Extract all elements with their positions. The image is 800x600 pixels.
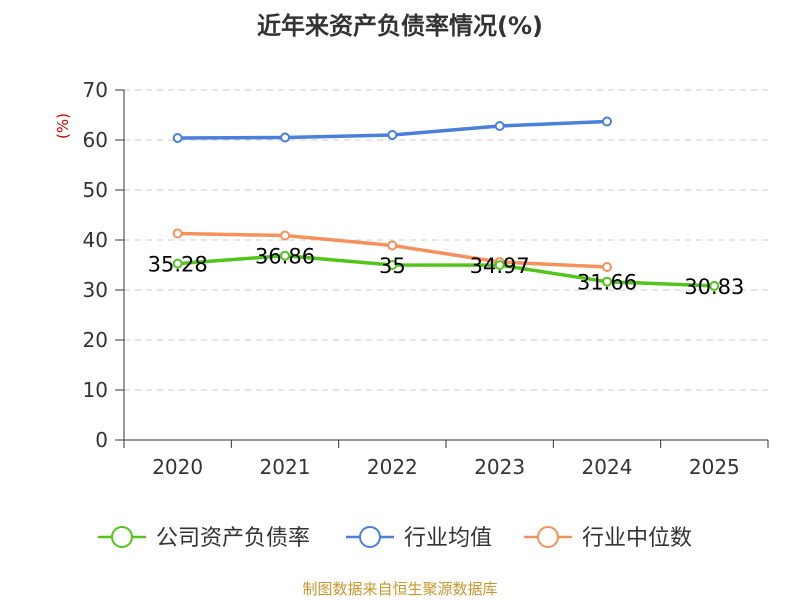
- legend-label: 公司资产负债率: [156, 526, 310, 551]
- data-label: 30.83: [684, 275, 744, 299]
- series-point: [602, 116, 612, 127]
- series-point: [280, 250, 290, 261]
- y-tick-label: 10: [83, 378, 108, 402]
- y-tick-label: 50: [83, 178, 108, 202]
- data-labels: 35.28 36.86 35 34.97 31.66 30.83: [148, 245, 745, 299]
- data-label: 35.28: [148, 253, 208, 277]
- y-tick-label: 0: [95, 428, 108, 452]
- series-point: [494, 260, 505, 271]
- series-point: [709, 280, 720, 291]
- series-point: [172, 228, 183, 239]
- x-tick-label: 2021: [260, 455, 311, 479]
- legend-label: 行业均值: [404, 526, 492, 551]
- series-layer: [172, 116, 720, 291]
- x-tick-label: 2022: [367, 455, 418, 479]
- chart-title: 近年来资产负债率情况(%): [257, 12, 543, 40]
- y-axis-label: (%): [54, 113, 72, 139]
- legend-marker: [537, 526, 559, 548]
- series-point: [387, 260, 398, 270]
- x-tick-label: 2023: [474, 455, 525, 479]
- y-tick-label: 60: [83, 128, 108, 152]
- series-point: [387, 130, 398, 140]
- series-point: [172, 133, 183, 143]
- series-point: [280, 230, 290, 241]
- data-label: 31.66: [577, 271, 637, 295]
- series-point: [280, 132, 290, 143]
- series-point: [172, 258, 183, 269]
- series-point: [387, 240, 398, 251]
- source-note: 制图数据来自恒生聚源数据库: [302, 580, 497, 598]
- y-tick-label: 70: [83, 78, 108, 102]
- series-point: [602, 262, 612, 272]
- y-tick-label: 30: [83, 278, 108, 302]
- series-point: [602, 276, 612, 287]
- legend-marker: [111, 526, 133, 548]
- axes: 0 10 20 30 40 50 60 70 2020 2021 2022 2023 2024 2025: [83, 78, 769, 479]
- series-point: [494, 121, 505, 131]
- y-tick-label: 40: [83, 228, 108, 252]
- data-label: 35: [379, 254, 406, 278]
- legend-label: 行业中位数: [582, 526, 692, 551]
- x-tick-label: 2025: [689, 455, 740, 479]
- legend-marker: [359, 526, 381, 548]
- legend: 公司资产负债率 行业均值 行业中位数: [98, 526, 692, 551]
- y-tick-label: 20: [83, 328, 108, 352]
- x-tick-label: 2020: [152, 455, 203, 479]
- grid-lines: [124, 89, 768, 391]
- data-label: 36.86: [255, 245, 315, 269]
- x-tick-label: 2024: [582, 455, 633, 479]
- data-label: 34.97: [470, 254, 530, 278]
- series-line: [175, 253, 717, 288]
